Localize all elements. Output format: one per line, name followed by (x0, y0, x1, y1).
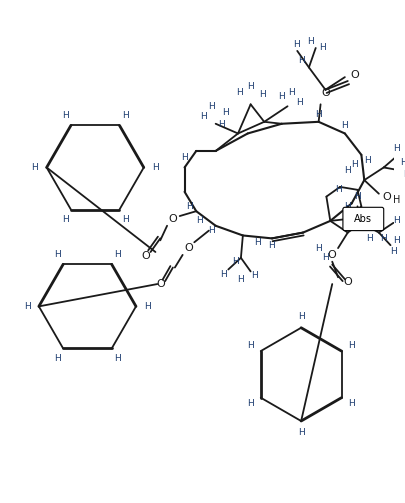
Text: H: H (392, 216, 399, 225)
Text: H: H (144, 302, 151, 311)
Text: H: H (307, 37, 313, 46)
Text: H: H (379, 234, 386, 243)
Text: H: H (122, 111, 128, 120)
Text: H: H (217, 120, 224, 129)
Text: Abs: Abs (354, 214, 371, 224)
Text: H: H (350, 160, 357, 169)
Text: H: H (54, 249, 60, 259)
Text: H: H (343, 202, 350, 211)
Text: H: H (185, 202, 192, 211)
Text: H: H (24, 302, 30, 311)
Text: O: O (350, 70, 358, 80)
Text: H: H (318, 43, 325, 52)
Text: H: H (152, 163, 158, 172)
Text: O: O (382, 192, 390, 202)
Text: H: H (341, 121, 347, 130)
Text: H: H (231, 257, 238, 266)
Text: H: H (399, 158, 405, 167)
Text: H: H (114, 249, 121, 259)
Text: H: H (321, 254, 328, 262)
Text: H: H (314, 110, 321, 119)
Text: H: H (114, 354, 121, 363)
Text: O: O (320, 88, 329, 98)
Text: H: H (32, 163, 38, 172)
Text: H: H (347, 399, 354, 408)
FancyBboxPatch shape (342, 207, 383, 230)
Text: H: H (295, 98, 302, 107)
Text: H: H (392, 236, 399, 245)
Text: H: H (278, 92, 284, 101)
Text: H: H (314, 243, 321, 253)
Text: H: H (247, 82, 254, 92)
Text: H: H (297, 428, 304, 437)
Text: H: H (402, 170, 405, 179)
Text: H: H (258, 90, 265, 99)
Text: H: H (200, 113, 207, 121)
Text: O: O (183, 243, 192, 253)
Text: H: H (392, 143, 399, 152)
Text: H: H (237, 275, 244, 284)
Text: H: H (287, 88, 294, 97)
Text: H: H (254, 238, 260, 247)
Text: H: H (334, 185, 341, 194)
Text: H: H (220, 270, 226, 279)
Text: H: H (392, 195, 399, 205)
Text: O: O (141, 251, 150, 261)
Text: H: H (236, 88, 243, 97)
Text: H: H (389, 247, 396, 257)
Text: H: H (208, 102, 215, 111)
Text: O: O (327, 250, 336, 260)
Text: H: H (62, 215, 68, 224)
Text: H: H (195, 216, 202, 225)
Text: H: H (208, 226, 215, 235)
Text: H: H (222, 108, 228, 117)
Text: H: H (347, 341, 354, 350)
Text: O: O (168, 214, 177, 224)
Text: H: H (297, 311, 304, 320)
Text: H: H (181, 153, 188, 162)
Text: H: H (292, 40, 299, 49)
Text: H: H (297, 56, 304, 65)
Text: H: H (363, 156, 370, 165)
Text: H: H (365, 234, 372, 243)
Text: O: O (156, 279, 164, 289)
Text: H: H (343, 166, 350, 175)
Text: H: H (268, 241, 275, 249)
Text: H: H (247, 399, 254, 408)
Text: H: H (122, 215, 128, 224)
Text: H: H (54, 354, 60, 363)
Text: H: H (251, 271, 257, 280)
Text: H: H (62, 111, 68, 120)
Text: H: H (247, 341, 254, 350)
Text: H: H (353, 192, 360, 201)
Text: O: O (343, 277, 351, 287)
